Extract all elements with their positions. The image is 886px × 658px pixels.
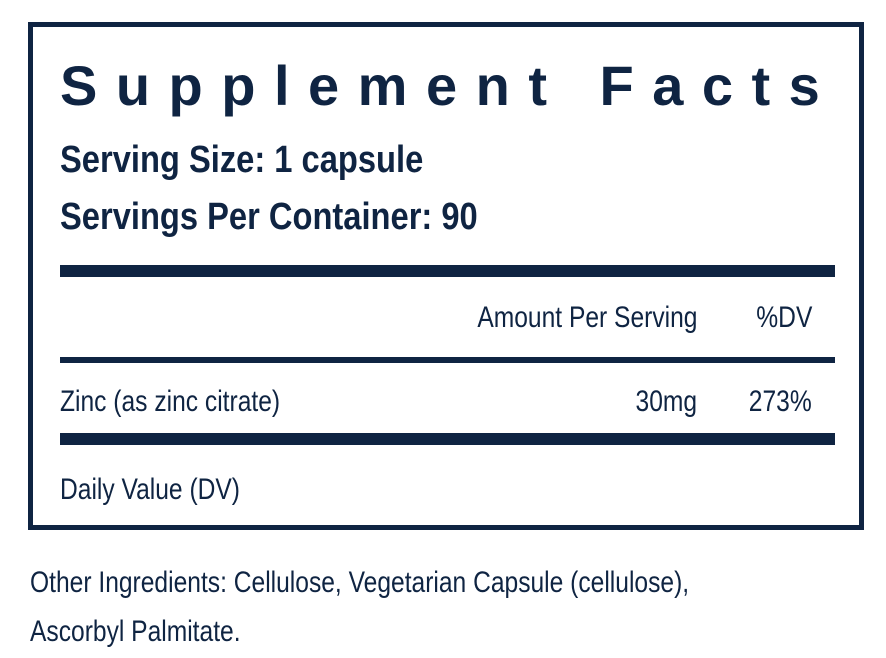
facts-panel: [28, 22, 864, 530]
amount-header: Amount Per Serving: [476, 301, 697, 334]
title: Supplement Facts: [60, 54, 839, 117]
thick-rule: [60, 265, 835, 277]
servings-per-container: Servings Per Container: 90: [60, 196, 478, 238]
nutrient-name: Zinc (as zinc citrate): [60, 385, 281, 418]
thick-rule: [60, 433, 835, 445]
dv-header: %DV: [755, 301, 812, 334]
other-ingredients: Other Ingredients: Cellulose, Vegetarian…: [30, 566, 690, 599]
other-ingredients: Ascorbyl Palmitate.: [30, 615, 241, 648]
footnote: Daily Value (DV): [60, 473, 241, 506]
nutrient-dv: 273%: [749, 385, 812, 418]
thin-rule: [60, 357, 835, 363]
serving-size: Serving Size: 1 capsule: [60, 139, 424, 181]
nutrient-amount: 30mg: [635, 385, 697, 418]
